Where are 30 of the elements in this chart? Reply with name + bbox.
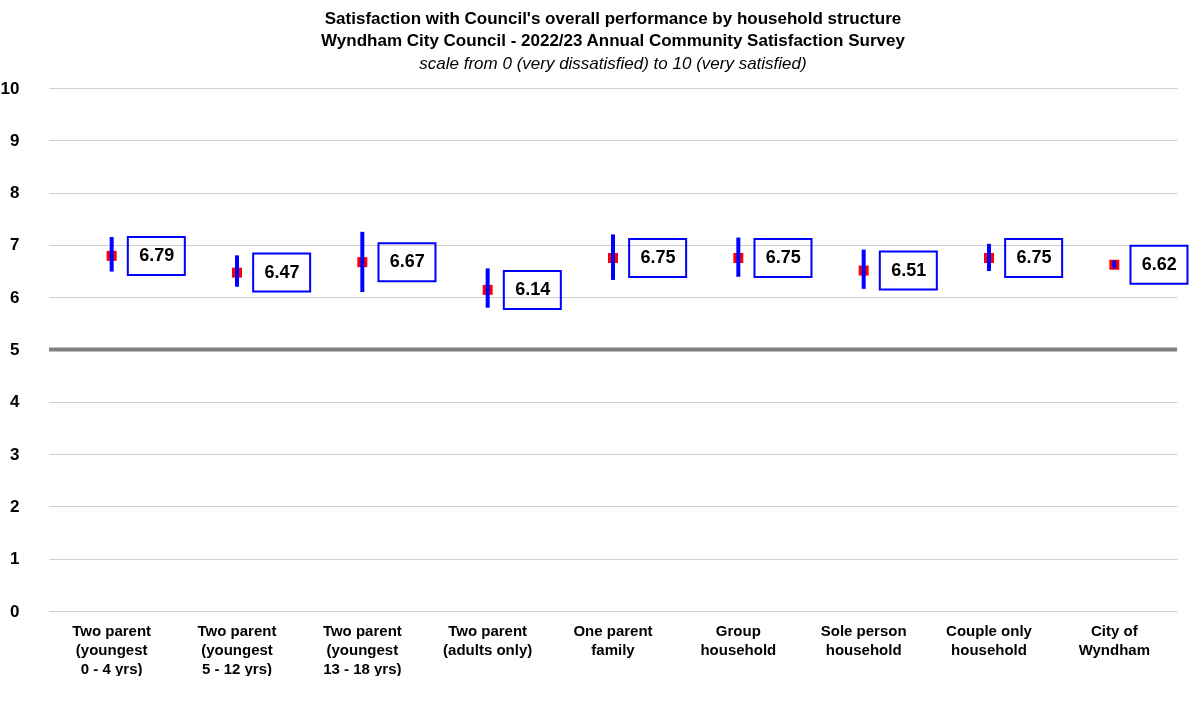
y-tick-label: 1: [10, 549, 20, 569]
x-tick-label: Two parent (adults only): [443, 621, 533, 658]
x-tick-label: Couple only household: [946, 621, 1033, 658]
y-tick-label: 9: [10, 130, 20, 150]
data-label: 6.51: [891, 259, 927, 280]
y-tick-label: 6: [10, 287, 20, 307]
data-label: 6.14: [515, 278, 551, 299]
x-tick-label: Group household: [700, 621, 777, 658]
y-tick-label: 4: [10, 392, 21, 412]
data-label: 6.67: [389, 251, 425, 272]
y-tick-label: 5: [10, 340, 20, 359]
data-label: 6.75: [765, 246, 801, 267]
x-tick-label: Two parent (youngest 13 - 18 yrs): [322, 621, 402, 677]
data-label: 6.75: [1016, 246, 1052, 267]
data-label: 6.75: [640, 246, 676, 267]
data-label: 6.47: [264, 261, 300, 282]
x-tick-label: City of Wyndham: [1078, 621, 1151, 658]
y-tick-label: 7: [10, 235, 20, 255]
y-tick-label: 10: [0, 78, 20, 98]
chart-subtitle: scale from 0 (very dissatisfied) to 10 (very satisfied): [419, 54, 807, 73]
data-label: 6.62: [1141, 253, 1177, 274]
x-tick-label: One parent family: [573, 621, 653, 658]
data-label: 6.79: [139, 244, 175, 265]
x-tick-label: Two parent (youngest 5 - 12 yrs): [197, 621, 277, 677]
y-tick-label: 3: [10, 444, 20, 464]
x-tick-label: Two parent (youngest 0 - 4 yrs): [72, 621, 152, 677]
y-tick-label: 2: [10, 496, 20, 516]
x-tick-label: Sole person household: [820, 621, 907, 658]
y-tick-label: 0: [10, 601, 20, 621]
y-tick-label: 8: [10, 183, 20, 203]
